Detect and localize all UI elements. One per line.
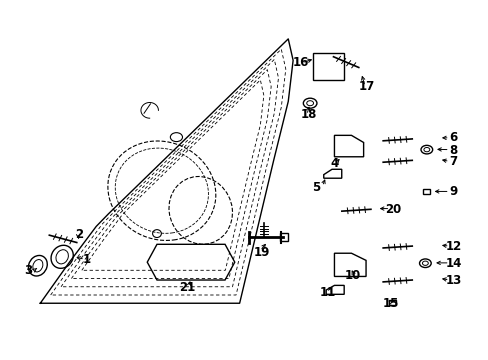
Text: 11: 11 bbox=[319, 286, 336, 299]
Text: 4: 4 bbox=[330, 157, 338, 170]
Text: 18: 18 bbox=[300, 108, 316, 121]
Text: 8: 8 bbox=[448, 144, 457, 157]
Text: 3: 3 bbox=[24, 264, 32, 276]
Text: 14: 14 bbox=[445, 257, 461, 270]
Text: 6: 6 bbox=[448, 131, 457, 144]
Text: 10: 10 bbox=[344, 269, 360, 282]
Text: 13: 13 bbox=[445, 274, 461, 287]
Text: 15: 15 bbox=[383, 297, 399, 310]
Text: 21: 21 bbox=[179, 282, 195, 294]
Bar bbox=[423, 189, 429, 194]
Text: 7: 7 bbox=[448, 155, 457, 168]
Bar bbox=[312, 53, 344, 80]
Text: 16: 16 bbox=[292, 56, 308, 69]
Text: 5: 5 bbox=[312, 181, 320, 194]
Text: 17: 17 bbox=[358, 80, 374, 93]
Text: 19: 19 bbox=[253, 246, 269, 258]
Text: 12: 12 bbox=[445, 240, 461, 253]
Text: 2: 2 bbox=[75, 228, 83, 241]
Bar bbox=[279, 233, 287, 242]
Text: 1: 1 bbox=[82, 253, 90, 266]
Bar bbox=[388, 300, 395, 305]
Text: 9: 9 bbox=[448, 185, 457, 198]
Text: 20: 20 bbox=[384, 203, 400, 216]
